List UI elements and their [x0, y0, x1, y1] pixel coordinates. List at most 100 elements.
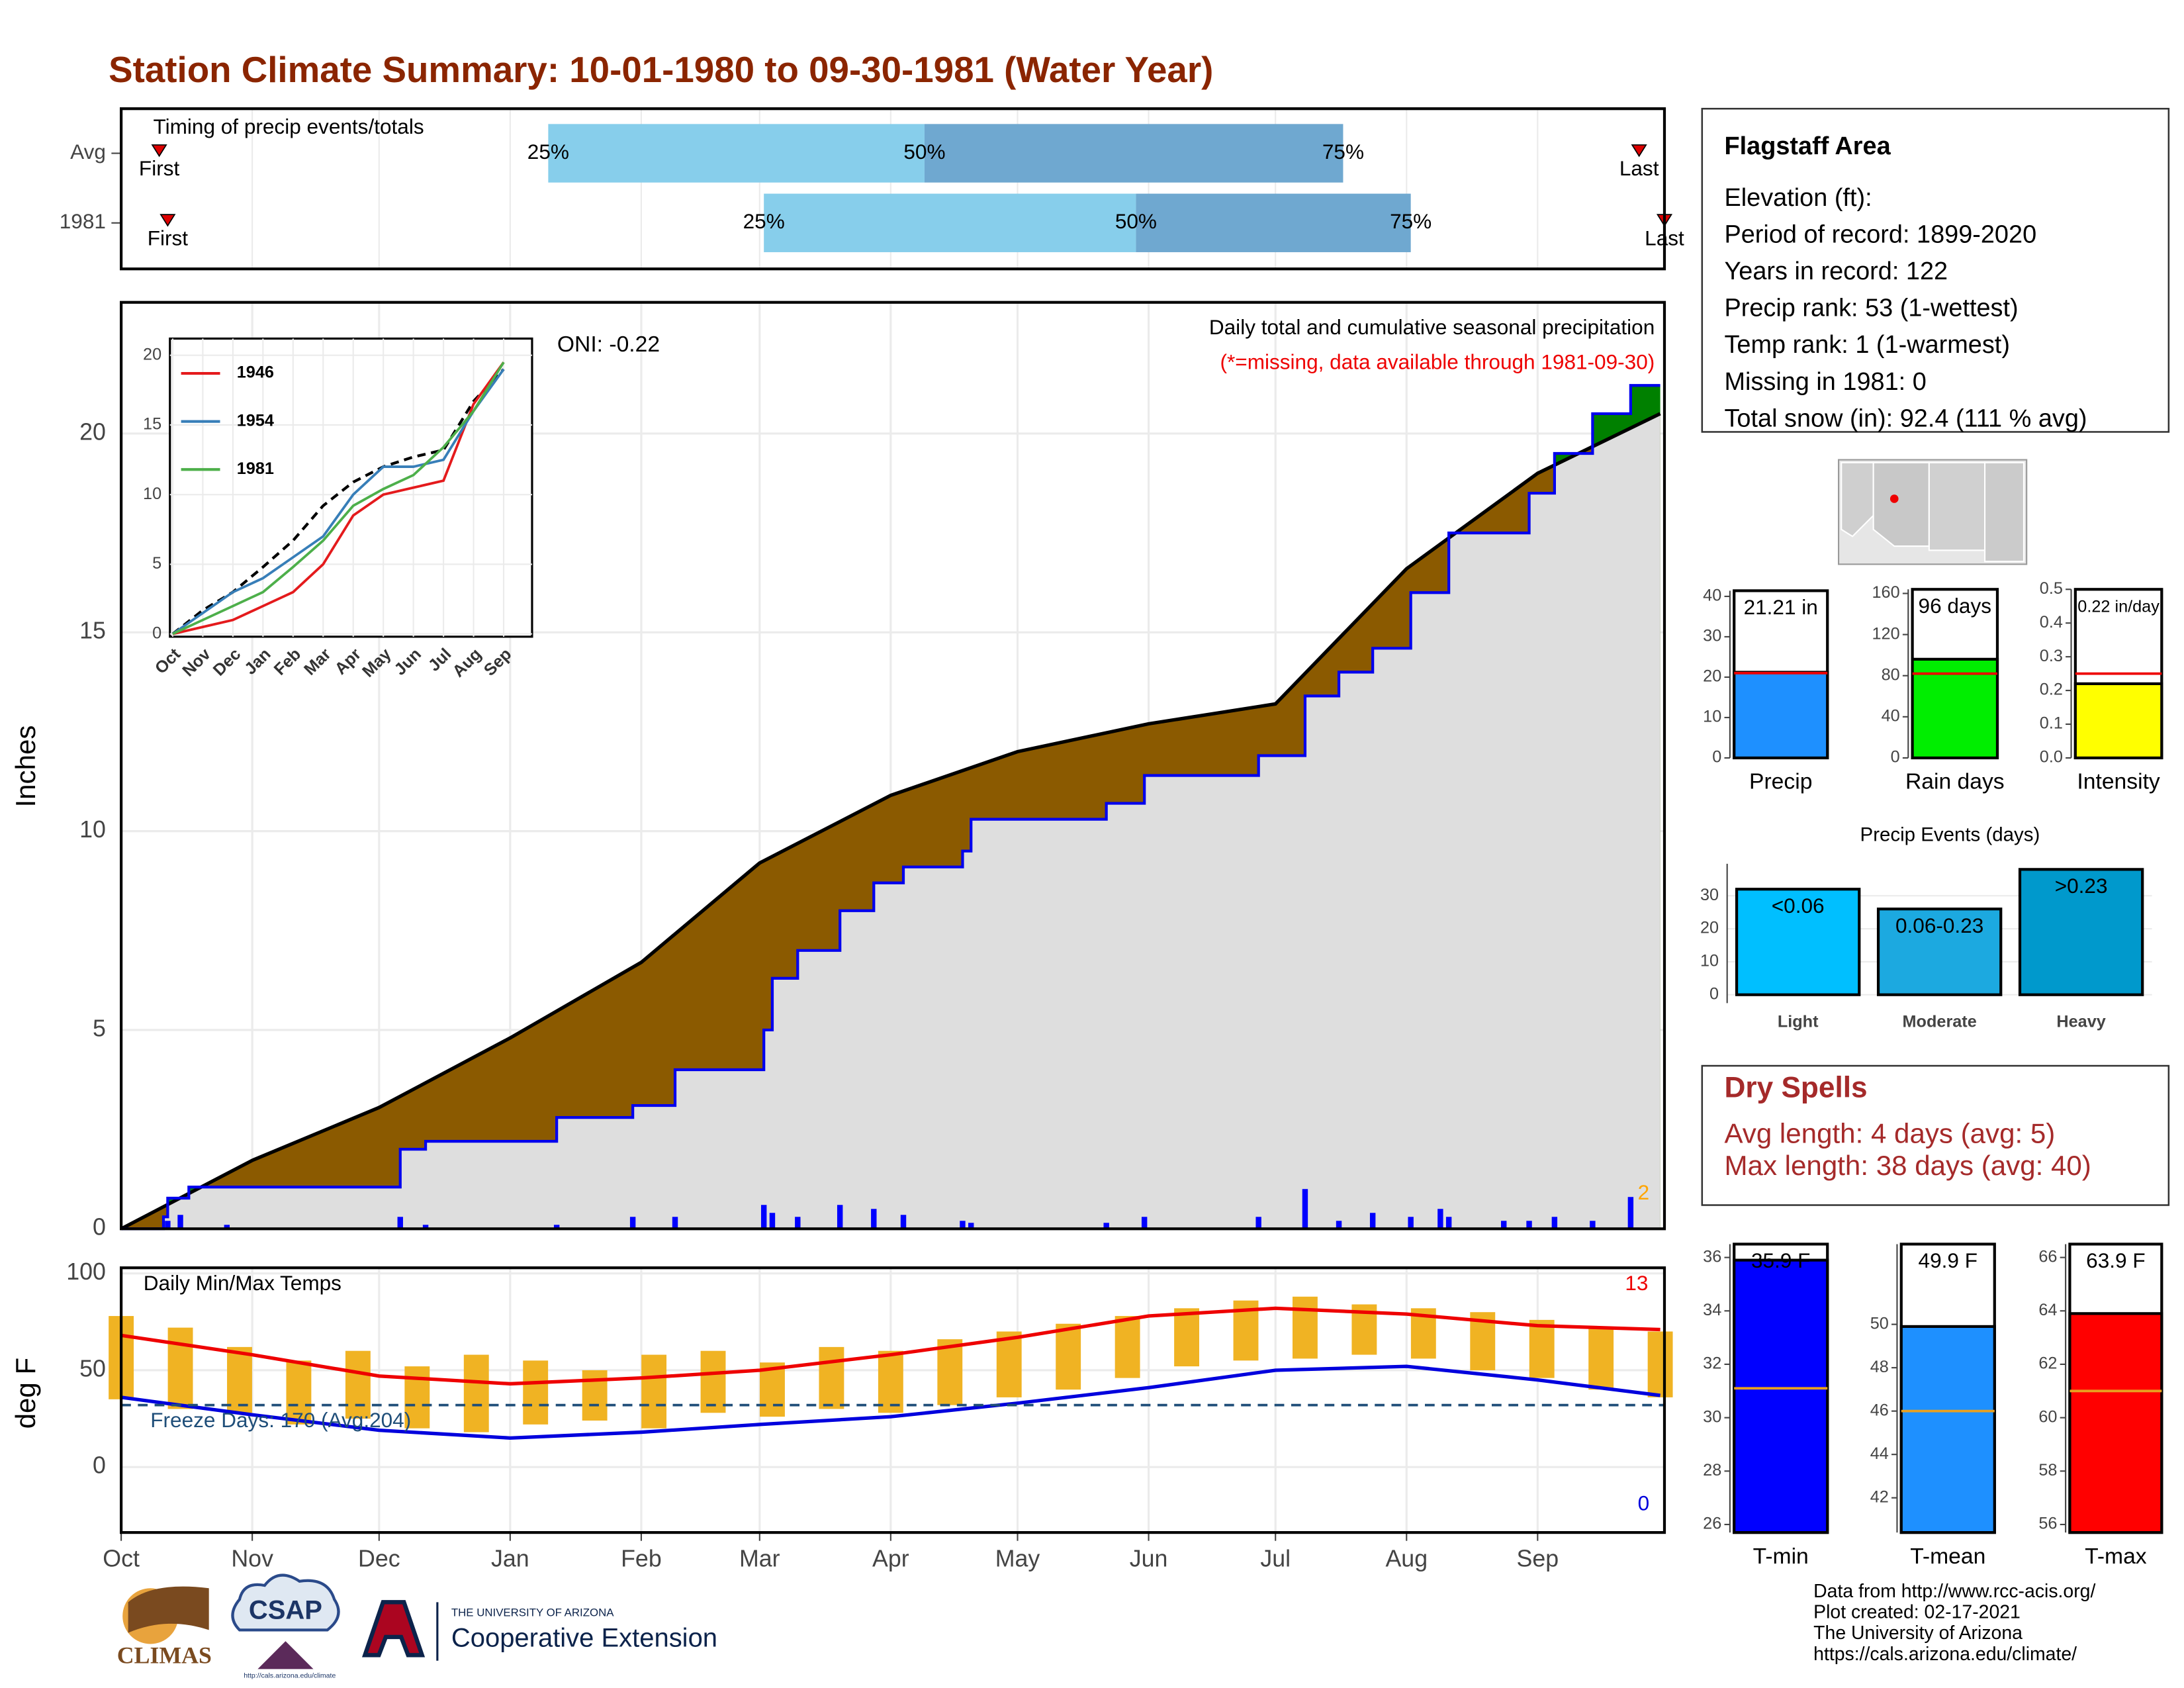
- panel-border: [119, 107, 1666, 271]
- freeze-label: Freeze Days: 170 (Avg:204): [150, 1408, 411, 1432]
- value-label: 63.9 F: [2086, 1248, 2145, 1272]
- temp-range-bar: [819, 1346, 844, 1409]
- daily-bar: [1103, 1223, 1109, 1229]
- series-line: [172, 361, 505, 635]
- y-tick-label: 15: [143, 415, 161, 434]
- y-tick-label: 0: [1891, 748, 1900, 767]
- temp-range-bar: [1529, 1319, 1555, 1378]
- y-tick-label: 44: [1870, 1444, 1889, 1463]
- observed-area: [121, 413, 1661, 1229]
- temp-range-bar: [1115, 1316, 1140, 1378]
- temp-range-bar: [641, 1354, 667, 1429]
- station-info: Temp rank: 1 (1-warmest): [1724, 331, 2009, 359]
- logo-text: http://cals.arizona.edu/climate: [244, 1672, 336, 1680]
- row-label: Avg: [70, 140, 106, 164]
- row-label: 1981: [60, 209, 106, 233]
- y-tick-label: 58: [2038, 1461, 2057, 1479]
- y-tick-label: 46: [1870, 1401, 1889, 1419]
- y-tick-label: 15: [79, 618, 106, 644]
- daily-bar: [1255, 1217, 1261, 1229]
- y-tick-label: 0.4: [2040, 613, 2063, 632]
- bar: [1733, 1258, 1829, 1534]
- y-axis-title: Inches: [10, 726, 41, 808]
- y-tick-label: 56: [2038, 1515, 2057, 1533]
- temp-range-bar: [227, 1346, 252, 1413]
- bar: [1735, 888, 1861, 996]
- y-tick-label: 36: [1703, 1247, 1721, 1266]
- timing-label: First: [148, 226, 189, 250]
- y-tick-label: 120: [1872, 624, 1900, 643]
- daily-bar: [1302, 1189, 1308, 1229]
- x-tick-label: Aug: [1385, 1546, 1428, 1572]
- timing-label: 25%: [743, 209, 785, 233]
- y-tick-label: 20: [1700, 919, 1719, 937]
- value-label: 96 days: [1919, 594, 1992, 618]
- y-tick-label: 0.1: [2040, 714, 2063, 733]
- x-tick-label: May: [995, 1546, 1040, 1572]
- x-tick-label: Jan: [491, 1546, 529, 1572]
- footer-text: The University of Arizona: [1813, 1622, 2023, 1644]
- y-tick-label: 62: [2038, 1354, 2057, 1373]
- legend-label: 1946: [237, 363, 274, 382]
- y-tick-label: 20: [143, 345, 161, 363]
- y-tick-label: 30: [1703, 627, 1721, 645]
- y-tick-label: 0: [93, 1452, 106, 1479]
- temp-range-bar: [996, 1331, 1022, 1397]
- dry-spells-info: Avg length: 4 days (avg: 5): [1724, 1117, 2055, 1149]
- logo-text: CSAP: [249, 1596, 322, 1625]
- value-label: 21.21 in: [1744, 595, 1818, 619]
- annotation: 0: [1638, 1491, 1650, 1515]
- bar: [2073, 682, 2163, 760]
- panel-label: Daily Min/Max Temps: [144, 1271, 341, 1295]
- y-tick-label: 64: [2038, 1301, 2057, 1319]
- x-tick-label: Moderate: [1903, 1012, 1977, 1031]
- annotation: (*=missing, data available through 1981-…: [1220, 350, 1655, 374]
- y-tick-label: 40: [1882, 706, 1900, 725]
- plot-border: [119, 1266, 1666, 1534]
- logo-text: THE UNIVERSITY OF ARIZONA: [451, 1607, 614, 1619]
- value-label: 0.22 in/day: [2077, 597, 2160, 616]
- timing-marker: [151, 144, 167, 158]
- logo-text: CLIMAS: [117, 1642, 212, 1669]
- timing-marker: [1631, 144, 1647, 158]
- y-tick-label: 20: [79, 418, 106, 445]
- dry-spells-info: Max length: 38 days (avg: 40): [1724, 1150, 2091, 1181]
- temp-range-bar: [463, 1354, 489, 1432]
- temp-range-bar: [523, 1360, 549, 1425]
- y-tick-label: 28: [1703, 1461, 1721, 1479]
- x-tick-label: Jun: [1130, 1546, 1168, 1572]
- bar: [2018, 868, 2144, 996]
- temp-range-bar: [286, 1360, 312, 1425]
- timing-label: 75%: [1322, 140, 1364, 164]
- x-tick-label: Sep: [1517, 1546, 1559, 1572]
- x-tick-label: Oct: [103, 1546, 140, 1572]
- x-tick-label: Nov: [231, 1546, 273, 1572]
- daily-bar: [871, 1209, 877, 1229]
- y-tick-label: 50: [1870, 1314, 1889, 1333]
- daily-bar: [422, 1225, 429, 1229]
- y-tick-label: 0.0: [2040, 748, 2063, 767]
- daily-bar: [837, 1205, 843, 1229]
- y-tick-label: 0: [152, 624, 161, 642]
- category-label: T-mean: [1910, 1544, 1985, 1569]
- daily-bar: [1437, 1209, 1443, 1229]
- daily-bar: [1627, 1197, 1634, 1229]
- inset: [169, 337, 533, 638]
- bar: [1911, 657, 1999, 760]
- normal-min-line: [120, 1364, 1661, 1440]
- temp-range-bar: [582, 1370, 608, 1421]
- range-label: >0.23: [2055, 874, 2108, 898]
- y-tick-label: 26: [1703, 1515, 1721, 1533]
- annotation: 2: [1638, 1180, 1650, 1204]
- timing-bar: [924, 124, 1343, 183]
- daily-bar: [900, 1215, 907, 1229]
- y-tick-label: 0.2: [2040, 680, 2063, 699]
- bar: [1876, 908, 2003, 996]
- y-tick-label: 80: [1882, 665, 1900, 684]
- y-tick-label: 10: [143, 485, 161, 503]
- locator-map: [1838, 459, 2028, 565]
- temp-range-bar: [760, 1362, 785, 1417]
- observed-line: [121, 384, 1661, 1231]
- temp-range-bar: [700, 1350, 726, 1413]
